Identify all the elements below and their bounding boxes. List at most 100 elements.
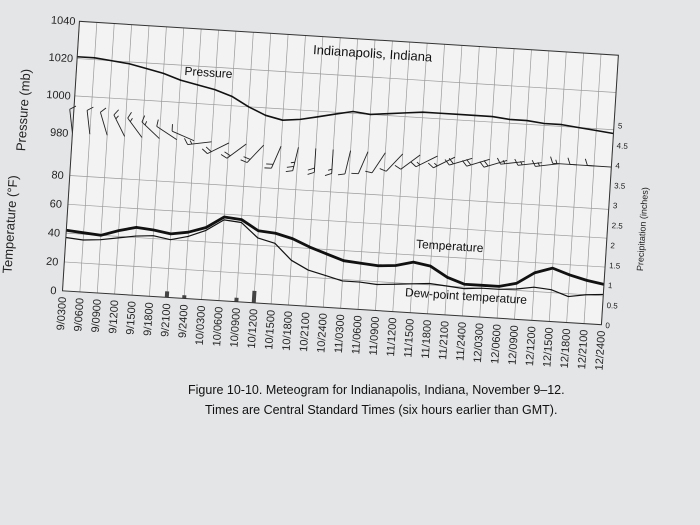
precip-bar [234,297,239,302]
pressure-line [77,55,614,135]
x-tick-label: 10/0900 [228,307,242,347]
wind-barb-flag [351,172,359,175]
grid-line-vertical [427,44,445,314]
wind-barb-flag [86,106,94,111]
series-lines [65,55,614,298]
wind-barb-flag [514,158,519,166]
wind-barb-staff [587,165,612,168]
grid-line-vertical [253,33,272,303]
temperature-tick-label: 80 [51,169,64,182]
wind-barb-flag [220,154,228,159]
x-tick-label: 11/2400 [455,322,469,362]
wind-barb-flag [184,138,189,145]
x-tick-label: 12/2100 [576,329,590,369]
wind-barb-flag [584,158,588,166]
temperature-tick-label: 60 [49,198,62,211]
wind-barb [307,148,317,175]
wind-barb-flag [264,167,272,169]
wind-barb-half-flag [290,161,295,164]
wind-barb [462,158,490,167]
precip-tick-label: 1.5 [609,261,621,271]
grid-line-vertical [340,38,358,309]
wind-barb-half-flag [189,140,193,145]
wind-barb-staff [69,109,73,134]
left-tick-labels: 1040 1020 1000 980 80 60 40 20 0 [46,15,76,298]
wind-barb [351,151,369,175]
grid-line-vertical [479,47,498,318]
wind-barb-half-flag [144,121,148,126]
wind-barb-staff [99,112,108,136]
wind-barb-flag [141,115,146,123]
wind-barb [264,146,282,169]
wind-barb-flag [337,173,345,176]
pressure-series-label: Pressure [184,64,233,81]
wind-barb-flag [205,146,212,153]
precip-bar [182,295,187,299]
x-tick-label: 11/2100 [437,321,451,361]
grid-line-vertical [444,45,463,315]
wind-barb-half-flag [328,168,333,171]
wind-barb-staff [171,130,195,142]
wind-barb [584,158,612,168]
grid-line-vertical [496,48,515,319]
wind-barb [324,149,334,176]
chart-group: Indianapolis, Indiana Pressure Temperatu… [0,15,650,371]
grid-line-vertical [183,28,202,299]
precip-bar [251,290,257,303]
x-tick-label: 11/1800 [420,319,434,359]
x-tick-label: 9/2100 [159,303,173,337]
wind-barb-flag [479,161,485,168]
precip-tick-label: 2.5 [611,221,623,231]
wind-barb-flag [531,159,536,167]
wind-barb [240,144,264,163]
x-tick-label: 9/0900 [90,299,104,333]
x-tick-label: 10/2400 [315,313,329,353]
pressure-tick-label: 1040 [51,15,76,29]
wind-barb-half-flag [115,115,119,120]
grid-line-temperature [64,261,604,297]
wind-barb-half-flag [520,161,523,166]
wind-barb-flag [285,170,293,172]
wind-barb-flag [156,119,159,127]
precip-tick-label: 5 [618,121,624,130]
wind-barbs [69,105,612,176]
x-tick-label: 11/1200 [385,317,399,357]
grid-line-vertical [149,26,167,297]
precip-tick-label: 0 [605,321,611,330]
caption-line-2: Times are Central Standard Times (six ho… [205,403,557,417]
grid-line-vertical [548,51,567,322]
wind-barb-flag [240,159,248,163]
plot-area [62,21,619,325]
x-tick-label: 12/1500 [541,327,555,367]
temperature-series-label: Temperature [416,237,484,255]
x-tick-label: 11/0300 [333,314,347,354]
grid-line-vertical [218,31,237,301]
pressure-tick-label: 1020 [48,52,73,66]
x-tick-label: 10/0600 [211,306,225,346]
temperature-axis-title: Temperature (°F) [0,175,21,274]
wind-barb [444,157,473,166]
wind-barb [220,143,247,159]
wind-barb [86,106,94,135]
wind-barb [410,155,438,168]
pressure-axis-title: Pressure (mb) [13,68,33,151]
dew-point-line [65,219,604,298]
temperature-tick-label: 0 [50,285,57,297]
wind-barb [337,150,352,176]
pressure-tick-label: 980 [50,127,69,140]
x-tick-label: 12/0600 [489,324,503,364]
x-tick-label: 9/0600 [72,298,86,332]
wind-barb-flag [496,157,501,165]
wind-barb-flag [444,159,450,166]
temperature-tick-label: 20 [46,256,59,269]
x-tick-label: 12/1800 [559,328,573,368]
wind-barb [99,107,108,136]
precip-tick-label: 4 [615,161,621,170]
x-tick-label: 11/1500 [402,318,416,358]
x-tick-label: 11/0900 [368,316,382,356]
wind-barb-half-flag [555,159,558,164]
wind-barb-flag [394,165,402,170]
wind-barb [113,109,125,137]
grid-line-vertical [514,49,532,320]
